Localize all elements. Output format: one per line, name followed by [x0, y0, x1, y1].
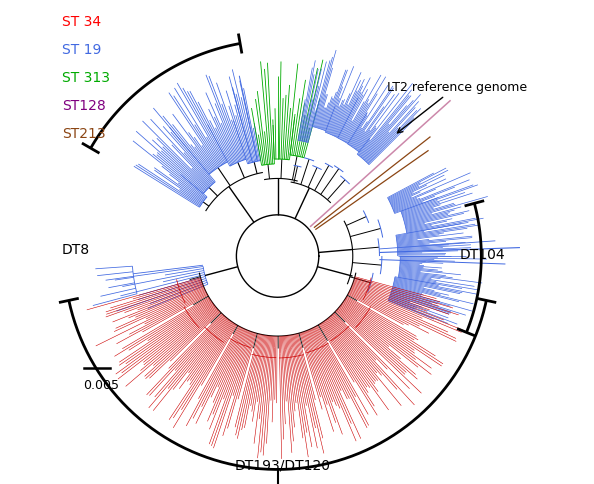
Text: ST 34: ST 34: [62, 15, 101, 29]
Text: ST128: ST128: [62, 99, 106, 113]
Text: DT104: DT104: [460, 247, 505, 261]
Text: DT193/DT120: DT193/DT120: [235, 458, 330, 472]
Text: LT2 reference genome: LT2 reference genome: [387, 81, 527, 134]
Text: ST 313: ST 313: [62, 71, 110, 85]
Text: 0.005: 0.005: [84, 378, 119, 392]
Text: ST213: ST213: [62, 127, 105, 141]
Text: ST 19: ST 19: [62, 43, 101, 57]
Text: DT8: DT8: [62, 242, 90, 256]
